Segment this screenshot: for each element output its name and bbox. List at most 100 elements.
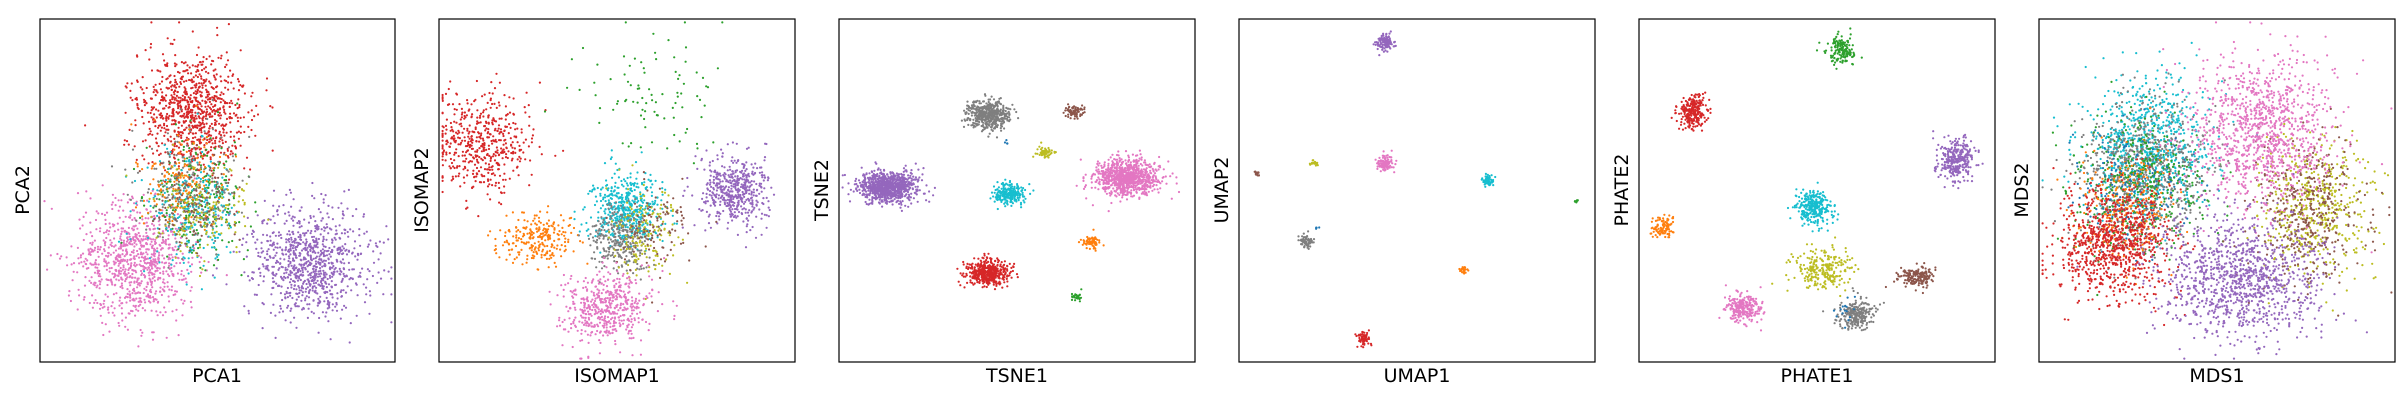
scatter-point — [166, 337, 168, 339]
scatter-point — [355, 208, 357, 210]
scatter-point — [137, 165, 139, 167]
scatter-point — [234, 221, 236, 223]
scatter-point — [264, 257, 266, 259]
scatter-point — [531, 141, 533, 143]
scatter-point — [495, 252, 497, 254]
scatter-point — [202, 112, 204, 114]
scatter-point — [217, 200, 219, 202]
scatter-point — [243, 116, 245, 118]
scatter-point — [562, 150, 564, 152]
scatter-point — [340, 289, 342, 291]
scatter-point — [184, 224, 186, 226]
scatter-point — [226, 132, 228, 134]
scatter-point — [666, 147, 668, 149]
scatter-point — [132, 225, 134, 227]
scatter-point — [181, 235, 183, 237]
scatter-point — [126, 261, 128, 263]
scatter-point — [726, 194, 728, 196]
scatter-point — [541, 256, 543, 258]
scatter-point — [240, 132, 242, 134]
scatter-point — [289, 295, 291, 297]
scatter-point — [178, 127, 180, 129]
scatter-point — [173, 75, 175, 77]
scatter-point — [290, 249, 292, 251]
scatter-point — [188, 272, 190, 274]
scatter-point — [77, 308, 79, 310]
scatter-point — [296, 242, 298, 244]
scatter-point — [741, 200, 743, 202]
scatter-point — [285, 246, 287, 248]
scatter-point — [170, 264, 172, 266]
scatter-point — [137, 291, 139, 293]
scatter-point — [153, 232, 155, 234]
scatter-point — [276, 243, 278, 245]
scatter-point — [211, 116, 213, 118]
scatter-point — [455, 175, 457, 177]
scatter-point — [99, 248, 101, 250]
scatter-point — [643, 67, 645, 69]
scatter-point — [448, 165, 450, 167]
scatter-point — [288, 265, 290, 267]
scatter-point — [292, 259, 294, 261]
scatter-point — [343, 214, 345, 216]
scatter-point — [559, 249, 561, 251]
scatter-point — [520, 158, 522, 160]
scatter-point — [155, 90, 157, 92]
scatter-point — [339, 268, 341, 270]
scatter-point — [442, 155, 444, 157]
scatter-point — [136, 286, 138, 288]
scatter-point — [390, 266, 392, 268]
scatter-point — [124, 326, 126, 328]
scatter-point — [327, 232, 329, 234]
scatter-point — [228, 146, 230, 148]
scatter-point — [526, 255, 528, 257]
scatter-point — [320, 211, 322, 213]
scatter-point — [195, 105, 197, 107]
scatter-point — [214, 277, 216, 279]
scatter-point — [677, 78, 679, 80]
scatter-point — [719, 201, 721, 203]
scatter-point — [174, 130, 176, 132]
scatter-point — [137, 163, 139, 165]
scatter-point — [599, 107, 601, 109]
scatter-point — [518, 145, 520, 147]
scatter-point — [276, 210, 278, 212]
scatter-point — [471, 139, 473, 141]
scatter-point — [129, 129, 131, 131]
scatter-point — [756, 167, 758, 169]
scatter-point — [196, 139, 198, 141]
scatter-point — [166, 125, 168, 127]
scatter-point — [313, 197, 315, 199]
scatter-point — [383, 269, 385, 271]
scatter-point — [229, 212, 231, 214]
scatter-point — [751, 163, 753, 165]
scatter-point — [113, 237, 115, 239]
scatter-point — [510, 137, 512, 139]
scatter-point — [243, 271, 245, 273]
scatter-point — [137, 278, 139, 280]
scatter-point — [761, 202, 763, 204]
scatter-point — [155, 94, 157, 96]
scatter-point — [275, 283, 277, 285]
scatter-point — [178, 97, 180, 99]
scatter-point — [214, 68, 216, 70]
scatter-point — [202, 188, 204, 190]
scatter-point — [163, 127, 165, 129]
scatter-point — [277, 214, 279, 216]
scatter-point — [237, 78, 239, 80]
scatter-point — [308, 291, 310, 293]
scatter-point — [340, 261, 342, 263]
scatter-point — [186, 237, 188, 239]
scatter-point — [203, 260, 205, 262]
scatter-point — [741, 178, 743, 180]
scatter-point — [115, 249, 117, 251]
scatter-point — [478, 141, 480, 143]
scatter-point — [148, 121, 150, 123]
scatter-point — [314, 230, 316, 232]
scatter-point — [753, 189, 755, 191]
scatter-point — [95, 228, 97, 230]
scatter-point — [482, 138, 484, 140]
scatter-point — [186, 137, 188, 139]
scatter-point — [313, 299, 315, 301]
scatter-point — [127, 194, 129, 196]
